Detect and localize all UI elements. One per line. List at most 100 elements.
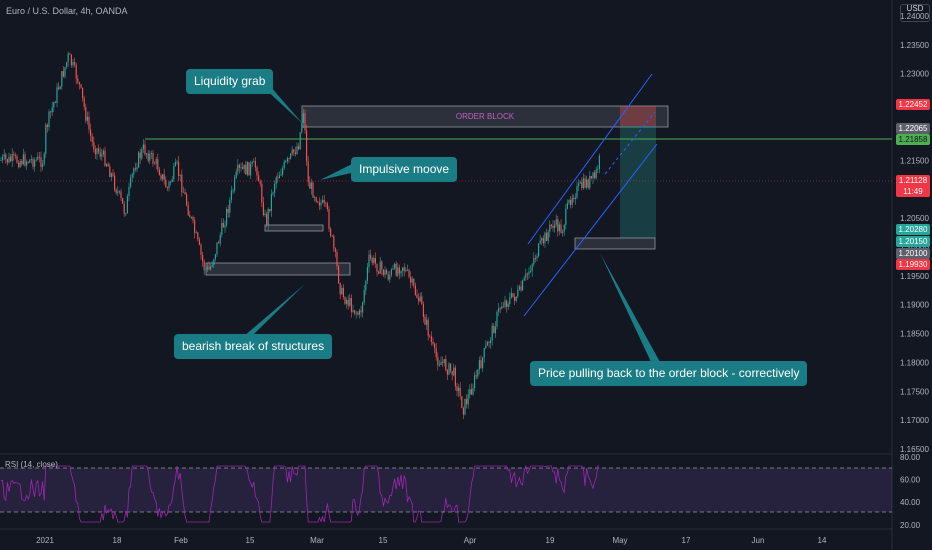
candle-body bbox=[386, 269, 388, 275]
candle-body bbox=[293, 149, 295, 153]
candle-body bbox=[363, 289, 365, 303]
candle-body bbox=[29, 159, 31, 163]
candle-body bbox=[91, 136, 93, 143]
candle-body bbox=[216, 242, 218, 255]
candle-body bbox=[19, 160, 21, 168]
candle-body bbox=[248, 162, 250, 176]
candle-body bbox=[414, 285, 416, 295]
candle-body bbox=[592, 172, 594, 179]
candle-body bbox=[442, 362, 444, 363]
candle-body bbox=[502, 306, 504, 308]
candle-body bbox=[194, 220, 196, 233]
candle-body bbox=[109, 166, 111, 177]
callout-pointer-liquidity bbox=[262, 86, 303, 124]
candle-body bbox=[338, 265, 340, 283]
candle-body bbox=[597, 168, 599, 170]
candle-body bbox=[421, 296, 423, 305]
candle-body bbox=[406, 269, 408, 271]
candle-body bbox=[522, 280, 524, 291]
candle-body bbox=[579, 182, 581, 184]
candle-body bbox=[565, 208, 567, 225]
candle-body bbox=[277, 177, 279, 179]
candle-body bbox=[130, 177, 132, 187]
candle-body bbox=[298, 146, 300, 150]
candle-body bbox=[48, 111, 50, 127]
candle-body bbox=[46, 124, 48, 127]
candle-body bbox=[72, 61, 74, 66]
candle-body bbox=[424, 316, 426, 325]
callout-liquidity-grab: Liquidity grab bbox=[186, 69, 274, 94]
candle-body bbox=[325, 202, 327, 204]
y-tick-label: 1.18000 bbox=[900, 358, 929, 367]
candle-body bbox=[182, 192, 184, 193]
candle-body bbox=[365, 280, 367, 290]
candle-body bbox=[469, 389, 471, 395]
candle-body bbox=[219, 234, 221, 244]
candle-body bbox=[283, 161, 285, 169]
candle-body bbox=[544, 232, 546, 244]
candle-body bbox=[346, 300, 348, 304]
candle-body bbox=[43, 153, 45, 164]
candle-body bbox=[56, 87, 58, 103]
candle-body bbox=[67, 53, 69, 63]
stop-zone bbox=[620, 106, 656, 126]
candle-body bbox=[178, 161, 180, 176]
candle-body bbox=[474, 375, 476, 389]
candle-body bbox=[251, 162, 253, 165]
candle-body bbox=[86, 116, 88, 121]
candle-body bbox=[144, 144, 146, 155]
candle-body bbox=[235, 171, 237, 178]
candle-body bbox=[245, 164, 247, 175]
candle-body bbox=[278, 175, 280, 179]
candle-body bbox=[285, 161, 287, 162]
y-tick-label: 1.21500 bbox=[900, 156, 929, 165]
candle-body bbox=[398, 267, 400, 274]
candle-body bbox=[275, 177, 277, 184]
x-tick-label: 2021 bbox=[36, 536, 54, 545]
rsi-tick-label: 80.00 bbox=[900, 453, 921, 462]
candle-body bbox=[568, 199, 570, 204]
candle-body bbox=[557, 219, 559, 232]
candle-body bbox=[411, 278, 413, 283]
candle-body bbox=[75, 64, 77, 79]
y-tick-label: 1.20000 bbox=[900, 243, 929, 252]
x-tick-label: 15 bbox=[246, 536, 255, 545]
candle-body bbox=[232, 190, 234, 192]
candle-body bbox=[112, 173, 114, 176]
candle-body bbox=[362, 302, 364, 313]
price-tag-2: 1.22065 bbox=[896, 123, 930, 134]
candle-body bbox=[357, 312, 359, 315]
candle-body bbox=[213, 259, 215, 266]
candle-body bbox=[525, 273, 527, 278]
candle-body bbox=[253, 161, 255, 163]
channel-lower bbox=[523, 143, 658, 317]
candle-body bbox=[582, 178, 584, 188]
candle-body bbox=[370, 254, 372, 259]
candle-body bbox=[14, 155, 16, 156]
candle-body bbox=[18, 162, 20, 168]
candle-body bbox=[440, 362, 442, 365]
candle-body bbox=[453, 367, 455, 376]
candle-body bbox=[90, 129, 92, 137]
candle-body bbox=[358, 310, 360, 315]
candle-body bbox=[280, 174, 282, 176]
price-tag-7: 1.20100 bbox=[896, 248, 930, 259]
candle-body bbox=[342, 287, 344, 298]
candle-body bbox=[490, 340, 492, 343]
candle-body bbox=[590, 175, 592, 179]
candle-body bbox=[534, 258, 536, 259]
candle-body bbox=[491, 325, 493, 341]
candle-body bbox=[250, 164, 252, 176]
candle-body bbox=[85, 107, 87, 121]
candle-body bbox=[256, 167, 258, 176]
candle-body bbox=[142, 144, 144, 150]
currency-button[interactable]: USD bbox=[900, 4, 930, 22]
candle-body bbox=[120, 191, 122, 199]
candle-body bbox=[214, 254, 216, 260]
candle-body bbox=[189, 215, 191, 218]
candle-body bbox=[542, 238, 544, 244]
candle-body bbox=[408, 269, 410, 277]
candle-body bbox=[125, 213, 127, 215]
candle-body bbox=[99, 151, 101, 157]
